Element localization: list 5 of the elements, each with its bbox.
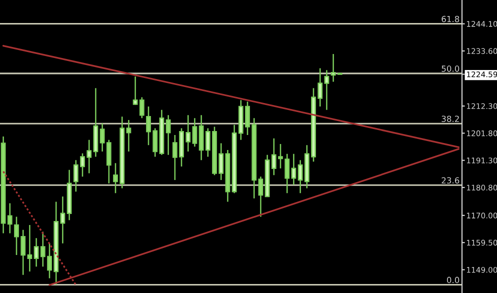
annotation: 38.2 bbox=[442, 116, 459, 122]
annotation: 61.8 bbox=[442, 16, 460, 22]
annotation: 0.0 bbox=[446, 276, 460, 284]
annotation: 50.0 bbox=[442, 66, 460, 72]
annotation: 23.6 bbox=[442, 177, 460, 184]
